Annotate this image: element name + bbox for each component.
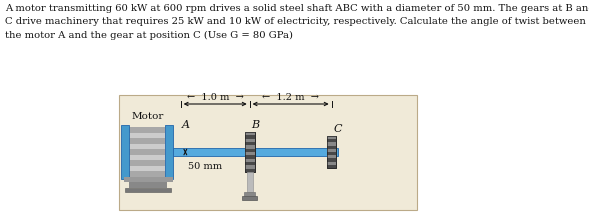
Text: Motor: Motor (132, 112, 164, 121)
Bar (127, 138, 166, 144)
Bar (327, 162, 336, 165)
Bar (244, 149, 254, 152)
Bar (244, 155, 254, 159)
Bar (327, 142, 336, 146)
Bar (327, 136, 336, 168)
Bar (244, 145, 254, 149)
Bar (244, 132, 254, 172)
Bar (327, 146, 336, 149)
Bar (127, 127, 166, 132)
Text: C: C (333, 124, 342, 134)
Bar (166, 125, 173, 179)
Bar (244, 159, 254, 162)
Bar (127, 144, 166, 149)
Text: 50 mm: 50 mm (188, 162, 221, 171)
Bar (244, 169, 254, 172)
Bar (127, 160, 166, 166)
Text: ←  1.0 m  →: ← 1.0 m → (187, 93, 244, 102)
Bar (327, 149, 336, 152)
Bar (128, 182, 167, 188)
Bar (244, 152, 254, 155)
Bar (244, 142, 254, 145)
Bar (327, 158, 336, 162)
Text: A motor transmitting 60 kW at 600 rpm drives a solid steel shaft ABC with a diam: A motor transmitting 60 kW at 600 rpm dr… (5, 4, 589, 40)
Text: ←  1.2 m  →: ← 1.2 m → (262, 93, 319, 102)
Bar (327, 155, 336, 158)
Bar (124, 177, 173, 182)
Text: B: B (251, 120, 259, 130)
Bar (244, 165, 254, 169)
Bar (244, 132, 254, 135)
Bar (244, 135, 254, 139)
Bar (127, 155, 166, 160)
Bar (244, 139, 254, 142)
Bar (121, 125, 128, 179)
Bar (244, 162, 254, 165)
Bar (125, 188, 171, 192)
Bar (127, 171, 166, 177)
Bar (327, 136, 336, 168)
Bar (244, 132, 254, 172)
Bar (327, 139, 336, 142)
Bar (127, 132, 166, 138)
Bar (127, 166, 166, 171)
Bar (127, 149, 166, 155)
Text: A: A (181, 120, 190, 130)
Bar (327, 136, 336, 139)
Bar (244, 192, 255, 196)
Bar (173, 148, 337, 156)
Bar (242, 196, 257, 200)
Bar (119, 95, 418, 210)
Bar (327, 152, 336, 155)
Bar (327, 165, 336, 168)
Bar (247, 172, 253, 192)
